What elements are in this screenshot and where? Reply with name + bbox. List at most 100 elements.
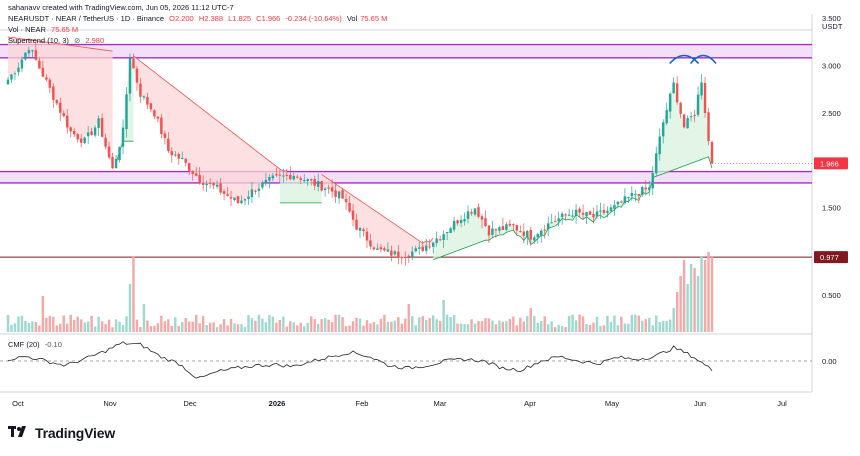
legend-vol-row[interactable]: Vol · NEAR 75.65 M [8, 25, 81, 34]
volume-bar [330, 322, 334, 332]
volume-bar [303, 326, 306, 332]
volume-bar [6, 314, 10, 332]
candle-body [599, 210, 602, 212]
volume-bar [254, 320, 257, 332]
candle-body [330, 187, 334, 192]
candle-body [466, 211, 470, 219]
support-tag [814, 251, 848, 264]
candle-body [411, 251, 414, 258]
candle-body [613, 205, 616, 209]
candle-body [309, 179, 313, 181]
volume-bar [700, 256, 703, 332]
candle-body [689, 116, 693, 118]
candle-body [369, 240, 372, 247]
legend-low: L1.825 [228, 14, 252, 23]
candle-body [529, 229, 532, 240]
volume-bar [553, 327, 557, 332]
volume-bar [170, 325, 174, 332]
volume-bar [620, 316, 623, 332]
volume-bar [201, 316, 205, 332]
candle-body [519, 231, 522, 233]
candle-body [222, 191, 226, 194]
volume-bar [675, 292, 679, 332]
volume-bar [470, 319, 473, 332]
candle-body [703, 82, 707, 113]
volume-bar [139, 327, 142, 332]
candle-body [540, 230, 543, 236]
created-by-text: sahanavv created with TradingView.com, J… [8, 3, 234, 12]
volume-bar [379, 318, 383, 332]
volume-bar [334, 314, 337, 332]
volume-bar [341, 317, 344, 332]
volume-bar [512, 316, 515, 332]
volume-bar [13, 323, 17, 332]
volume-bar [581, 316, 585, 332]
volume-bar [194, 314, 198, 332]
legend-cmf-row[interactable]: CMF (20) -0.10 [8, 340, 65, 349]
candle-body [452, 220, 456, 230]
candle-body [268, 177, 271, 181]
time-tick-label: Apr [524, 399, 536, 408]
volume-bar [435, 319, 438, 332]
candle-body [121, 127, 125, 147]
candle-body [174, 154, 177, 156]
supertrend-line-down [7, 36, 113, 52]
candle-body [323, 188, 327, 191]
volume-bar [390, 321, 393, 332]
volume-bar [592, 322, 595, 332]
volume-bar [24, 320, 27, 332]
volume-bar [296, 325, 299, 332]
time-tick-label: Nov [103, 399, 117, 408]
volume-bar [546, 324, 550, 332]
candle-body [83, 137, 86, 144]
volume-bar [564, 327, 567, 332]
candle-body [578, 208, 581, 213]
candle-body [679, 102, 682, 114]
candle-body [543, 229, 546, 231]
candle-body [337, 191, 341, 199]
legend-supertrend-name: Supertrend (10, 3) [8, 36, 69, 45]
supertrend-line-up [433, 156, 713, 261]
volume-bar [191, 321, 194, 332]
candle-body [491, 228, 494, 235]
candle-body [620, 201, 623, 203]
eye-icon[interactable]: ⊘ [73, 36, 81, 45]
candle-body [132, 58, 135, 69]
candle-body [637, 193, 641, 196]
candle-body [198, 174, 201, 183]
legend-supertrend-row[interactable]: Supertrend (10, 3) ⊘ 2.980 [8, 36, 107, 45]
volume-bar [114, 319, 118, 332]
candle-body [27, 50, 31, 54]
candle-body [72, 130, 76, 135]
candle-body [445, 232, 449, 234]
candle-body [125, 94, 128, 130]
candle-body [118, 147, 121, 161]
volume-bar [494, 324, 498, 332]
volume-bar [323, 318, 327, 332]
candle-body [93, 127, 97, 136]
volume-bar [289, 321, 292, 332]
volume-bar [449, 317, 452, 332]
candle-body [55, 100, 59, 104]
time-axis: Oct Nov Dec 2026 Feb Mar Apr May Jun Jul [12, 399, 787, 408]
volume-bar [480, 321, 484, 332]
volume-bar [278, 320, 282, 332]
candle-body [62, 113, 65, 117]
candle-body [292, 175, 296, 180]
volume-bar [487, 318, 491, 332]
candle-body [641, 186, 644, 196]
legend-symbol-row: NEARUSDT · NEAR / TetherUS · 1D · Binanc… [8, 14, 390, 23]
volume-bar [292, 322, 296, 332]
legend-vol-name: Vol · NEAR [8, 25, 46, 34]
volume-bar [313, 319, 316, 332]
legend-symbol[interactable]: NEARUSDT · NEAR / TetherUS · 1D · Binanc… [8, 14, 165, 23]
volume-bar [128, 284, 132, 332]
tradingview-logo-icon [8, 425, 30, 441]
candle-body [240, 200, 243, 204]
candle-body [571, 215, 574, 217]
volume-bar [679, 276, 682, 332]
volume-bar [282, 316, 285, 332]
candle-body [254, 190, 257, 192]
